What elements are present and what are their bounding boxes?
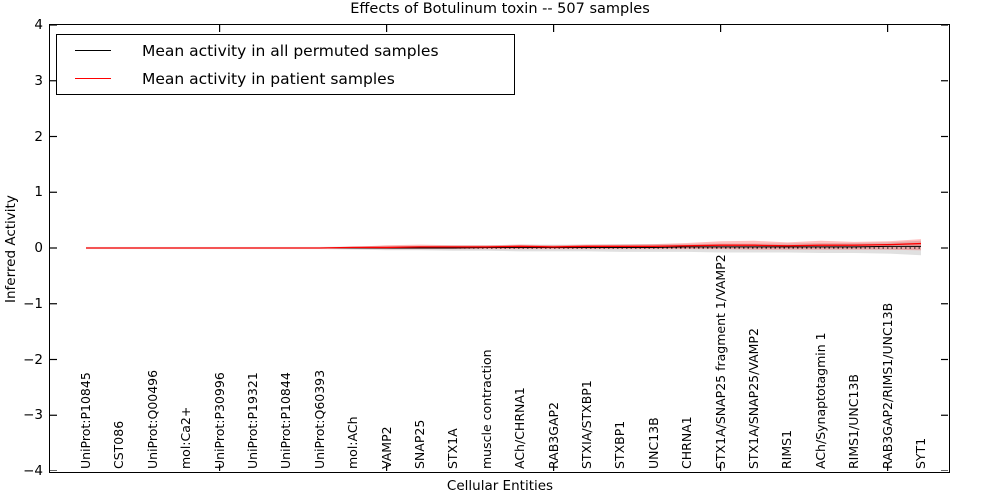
x-category-label: muscle contraction — [478, 349, 494, 469]
chart-title: Effects of Botulinum toxin -- 507 sample… — [350, 1, 650, 17]
legend-line-permuted-icon — [75, 50, 111, 51]
x-category-label: STX1A/SNAP25 fragment 1/VAMP2 — [712, 254, 728, 469]
x-category-label: UniProt:Q00496 — [144, 369, 160, 469]
x-category-label: mol:ACh — [345, 416, 361, 470]
x-category-label: mol:Ca2+ — [178, 406, 194, 469]
x-category-label: UniProt:P10845 — [78, 372, 93, 469]
y-tick-label: 1 — [34, 184, 43, 201]
x-category-label: STXBP1 — [612, 420, 628, 469]
legend-label-patient: Mean activity in patient samples — [142, 69, 395, 88]
y-tick-label: 0 — [34, 240, 43, 256]
plot-area: Mean activity in all permuted samples Me… — [49, 24, 950, 473]
x-category-label: RIMS1 — [779, 429, 795, 469]
x-category-label: CST086 — [111, 420, 127, 469]
x-category-label: RIMS1/UNC13B — [846, 374, 862, 469]
confidence-band-permuted — [86, 240, 921, 256]
x-category-label: VAMP2 — [378, 426, 394, 469]
x-category-label: RAB3GAP2 — [545, 402, 561, 469]
y-tick-label: 3 — [34, 72, 43, 89]
x-category-label: STXIA/STXBP1 — [579, 380, 594, 469]
x-axis-label: Cellular Entities — [446, 478, 554, 494]
legend-label-permuted: Mean activity in all permuted samples — [142, 41, 439, 60]
legend: Mean activity in all permuted samples Me… — [56, 34, 515, 95]
legend-entry-patient: Mean activity in patient samples — [57, 65, 514, 93]
x-category-label: RAB3GAP2/RIMS1/UNC13B — [879, 302, 895, 469]
y-tick-label: −1 — [23, 295, 43, 312]
x-category-label: SNAP25 — [412, 419, 427, 469]
x-category-label: STX1A/SNAP25/VAMP2 — [746, 328, 761, 469]
x-category-label: ACh/Synaptotagmin 1 — [812, 332, 828, 469]
mean-line-patient — [86, 242, 922, 249]
x-category-label: SYT1 — [913, 437, 928, 469]
x-category-label: UniProt:P10844 — [278, 372, 294, 469]
chart-canvas — [50, 25, 948, 471]
x-category-label: ACh/CHRNA1 — [512, 387, 528, 469]
x-category-label: UniProt:P30996 — [211, 372, 227, 469]
legend-entry-permuted: Mean activity in all permuted samples — [57, 37, 514, 65]
x-category-label: UNC13B — [645, 417, 661, 469]
y-tick-label: 2 — [34, 128, 43, 145]
x-category-label: CHRNA1 — [679, 416, 695, 469]
y-tick-label: −3 — [23, 407, 43, 424]
y-tick-label: 4 — [34, 17, 43, 33]
x-category-label: STX1A — [445, 428, 461, 469]
legend-line-patient-icon — [75, 78, 111, 79]
x-category-label: UniProt:Q60393 — [311, 369, 327, 469]
y-tick-label: −2 — [23, 351, 43, 368]
y-tick-label: −4 — [23, 463, 43, 479]
x-category-label: UniProt:P19321 — [245, 372, 260, 469]
